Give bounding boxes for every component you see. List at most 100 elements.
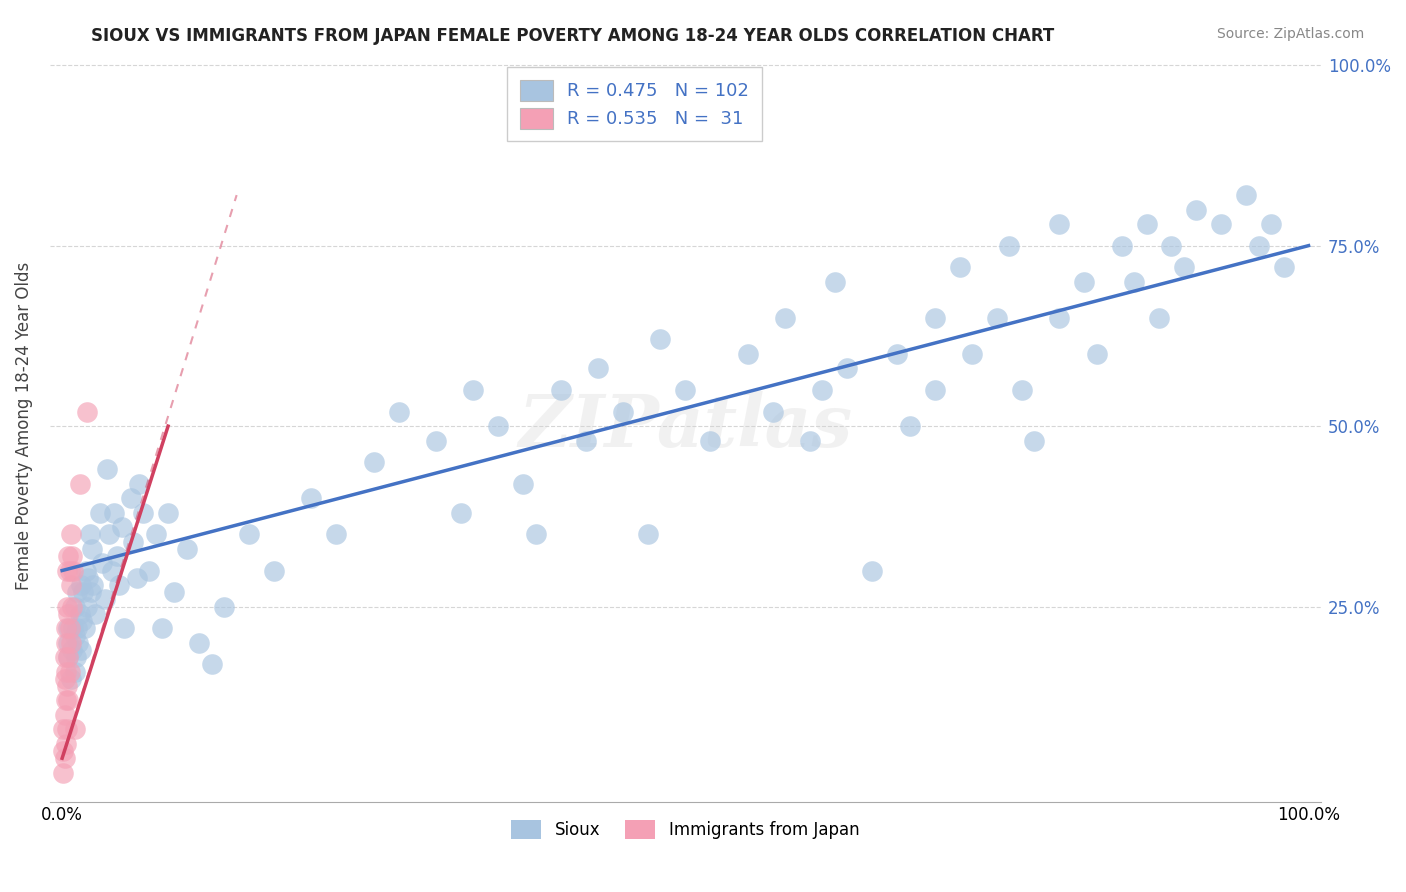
- Point: [53, 707, 76, 722]
- Point: [69, 643, 91, 657]
- Point: [486, 419, 509, 434]
- Point: [238, 527, 260, 541]
- Point: [76, 405, 98, 419]
- Point: [1185, 202, 1208, 217]
- Point: [111, 520, 134, 534]
- Point: [128, 476, 150, 491]
- Point: [188, 636, 211, 650]
- Point: [58, 621, 80, 635]
- Point: [998, 238, 1021, 252]
- Point: [1047, 217, 1070, 231]
- Point: [1047, 310, 1070, 325]
- Point: [58, 549, 80, 563]
- Point: [53, 672, 76, 686]
- Point: [1247, 238, 1270, 252]
- Point: [450, 506, 472, 520]
- Text: ZIPatlas: ZIPatlas: [519, 391, 852, 462]
- Point: [575, 434, 598, 448]
- Point: [150, 621, 173, 635]
- Point: [58, 650, 80, 665]
- Point: [56, 599, 79, 614]
- Point: [59, 527, 82, 541]
- Point: [1123, 275, 1146, 289]
- Point: [52, 723, 75, 737]
- Point: [157, 506, 180, 520]
- Point: [612, 405, 634, 419]
- Point: [132, 506, 155, 520]
- Point: [105, 549, 128, 563]
- Point: [986, 310, 1008, 325]
- Point: [77, 571, 100, 585]
- Point: [512, 476, 534, 491]
- Point: [56, 564, 79, 578]
- Point: [73, 621, 96, 635]
- Point: [108, 578, 131, 592]
- Point: [463, 383, 485, 397]
- Point: [59, 665, 82, 679]
- Point: [762, 405, 785, 419]
- Point: [98, 527, 121, 541]
- Point: [363, 455, 385, 469]
- Point: [138, 564, 160, 578]
- Point: [75, 564, 97, 578]
- Point: [53, 751, 76, 765]
- Point: [650, 333, 672, 347]
- Point: [101, 564, 124, 578]
- Point: [637, 527, 659, 541]
- Point: [811, 383, 834, 397]
- Point: [886, 347, 908, 361]
- Point: [1173, 260, 1195, 275]
- Point: [93, 592, 115, 607]
- Point: [59, 578, 82, 592]
- Point: [69, 607, 91, 621]
- Point: [55, 665, 77, 679]
- Point: [72, 585, 94, 599]
- Point: [52, 744, 75, 758]
- Point: [82, 578, 104, 592]
- Point: [1160, 238, 1182, 252]
- Point: [425, 434, 447, 448]
- Point: [63, 599, 86, 614]
- Point: [924, 383, 946, 397]
- Point: [60, 599, 83, 614]
- Point: [55, 636, 77, 650]
- Point: [898, 419, 921, 434]
- Point: [837, 361, 859, 376]
- Point: [960, 347, 983, 361]
- Point: [163, 585, 186, 599]
- Point: [122, 534, 145, 549]
- Point: [586, 361, 609, 376]
- Point: [325, 527, 347, 541]
- Point: [80, 541, 103, 556]
- Point: [1272, 260, 1295, 275]
- Point: [114, 621, 136, 635]
- Point: [69, 476, 91, 491]
- Point: [120, 491, 142, 506]
- Point: [1024, 434, 1046, 448]
- Point: [79, 527, 101, 541]
- Point: [53, 650, 76, 665]
- Point: [56, 679, 79, 693]
- Y-axis label: Female Poverty Among 18-24 Year Olds: Female Poverty Among 18-24 Year Olds: [15, 262, 32, 591]
- Point: [56, 723, 79, 737]
- Point: [550, 383, 572, 397]
- Point: [201, 657, 224, 672]
- Point: [824, 275, 846, 289]
- Point: [176, 541, 198, 556]
- Point: [80, 585, 103, 599]
- Text: SIOUX VS IMMIGRANTS FROM JAPAN FEMALE POVERTY AMONG 18-24 YEAR OLDS CORRELATION : SIOUX VS IMMIGRANTS FROM JAPAN FEMALE PO…: [91, 27, 1055, 45]
- Point: [1111, 238, 1133, 252]
- Point: [67, 636, 90, 650]
- Point: [58, 693, 80, 707]
- Point: [83, 607, 105, 621]
- Point: [59, 672, 82, 686]
- Legend: Sioux, Immigrants from Japan: Sioux, Immigrants from Japan: [505, 814, 866, 846]
- Point: [55, 621, 77, 635]
- Point: [699, 434, 721, 448]
- Point: [1011, 383, 1033, 397]
- Point: [55, 693, 77, 707]
- Point: [1073, 275, 1095, 289]
- Point: [58, 636, 80, 650]
- Point: [65, 650, 87, 665]
- Point: [1085, 347, 1108, 361]
